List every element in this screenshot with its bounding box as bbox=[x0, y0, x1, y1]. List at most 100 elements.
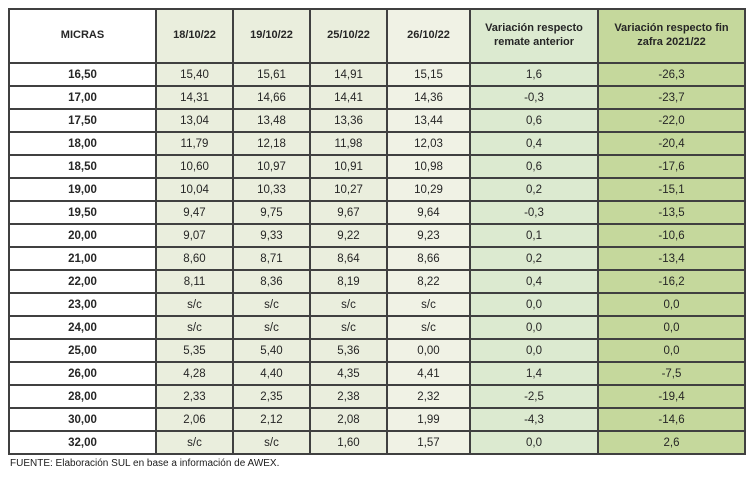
cell-d18: 15,40 bbox=[155, 62, 234, 87]
cell-var-remate: 0,0 bbox=[469, 430, 599, 455]
cell-var-remate: 0,2 bbox=[469, 246, 599, 271]
cell-var-remate: 0,1 bbox=[469, 223, 599, 248]
cell-d18: s/c bbox=[155, 292, 234, 317]
cell-d18: s/c bbox=[155, 315, 234, 340]
cell-var-zafra: 0,0 bbox=[597, 338, 746, 363]
cell-var-remate: 1,6 bbox=[469, 62, 599, 87]
cell-var-zafra: -16,2 bbox=[597, 269, 746, 294]
cell-micras: 16,50 bbox=[8, 62, 157, 87]
cell-var-remate: -0,3 bbox=[469, 85, 599, 110]
cell-d25: 2,08 bbox=[309, 407, 388, 432]
cell-micras: 21,00 bbox=[8, 246, 157, 271]
header-var-zafra: Variación respecto fin zafra 2021/22 bbox=[597, 8, 746, 64]
cell-micras: 19,00 bbox=[8, 177, 157, 202]
cell-d19: 8,71 bbox=[232, 246, 311, 271]
cell-var-remate: 0,0 bbox=[469, 292, 599, 317]
cell-micras: 17,50 bbox=[8, 108, 157, 133]
table-row: 21,00 8,60 8,71 8,64 8,66 0,2 -13,4 bbox=[8, 246, 746, 271]
cell-d26: 10,98 bbox=[386, 154, 471, 179]
cell-d18: s/c bbox=[155, 430, 234, 455]
cell-micras: 26,00 bbox=[8, 361, 157, 386]
cell-d26: 4,41 bbox=[386, 361, 471, 386]
cell-micras: 30,00 bbox=[8, 407, 157, 432]
cell-d18: 13,04 bbox=[155, 108, 234, 133]
cell-d19: 8,36 bbox=[232, 269, 311, 294]
cell-micras: 23,00 bbox=[8, 292, 157, 317]
cell-d26: 1,99 bbox=[386, 407, 471, 432]
cell-d19: 2,35 bbox=[232, 384, 311, 409]
cell-d26: 12,03 bbox=[386, 131, 471, 156]
cell-d18: 5,35 bbox=[155, 338, 234, 363]
cell-d26: 13,44 bbox=[386, 108, 471, 133]
cell-d25: 11,98 bbox=[309, 131, 388, 156]
cell-d19: 10,97 bbox=[232, 154, 311, 179]
cell-var-zafra: -13,5 bbox=[597, 200, 746, 225]
cell-var-zafra: -19,4 bbox=[597, 384, 746, 409]
cell-var-remate: 0,0 bbox=[469, 315, 599, 340]
cell-d19: 14,66 bbox=[232, 85, 311, 110]
cell-d26: 9,64 bbox=[386, 200, 471, 225]
cell-d18: 9,07 bbox=[155, 223, 234, 248]
cell-d19: 9,75 bbox=[232, 200, 311, 225]
cell-d19: s/c bbox=[232, 430, 311, 455]
cell-d26: 10,29 bbox=[386, 177, 471, 202]
cell-d25: 14,41 bbox=[309, 85, 388, 110]
cell-var-zafra: -23,7 bbox=[597, 85, 746, 110]
cell-micras: 28,00 bbox=[8, 384, 157, 409]
table-row: 28,00 2,33 2,35 2,38 2,32 -2,5 -19,4 bbox=[8, 384, 746, 409]
cell-d26: 14,36 bbox=[386, 85, 471, 110]
table-row: 17,50 13,04 13,48 13,36 13,44 0,6 -22,0 bbox=[8, 108, 746, 133]
cell-d26: 0,00 bbox=[386, 338, 471, 363]
cell-var-zafra: -13,4 bbox=[597, 246, 746, 271]
table-row: 19,00 10,04 10,33 10,27 10,29 0,2 -15,1 bbox=[8, 177, 746, 202]
source-note: FUENTE: Elaboración SUL en base a inform… bbox=[10, 458, 280, 469]
cell-var-zafra: 2,6 bbox=[597, 430, 746, 455]
cell-d19: 9,33 bbox=[232, 223, 311, 248]
cell-d19: 5,40 bbox=[232, 338, 311, 363]
cell-d25: 10,27 bbox=[309, 177, 388, 202]
cell-d19: 10,33 bbox=[232, 177, 311, 202]
table-row: 25,00 5,35 5,40 5,36 0,00 0,0 0,0 bbox=[8, 338, 746, 363]
cell-var-remate: 0,0 bbox=[469, 338, 599, 363]
table-row: 16,50 15,40 15,61 14,91 15,15 1,6 -26,3 bbox=[8, 62, 746, 87]
cell-d18: 2,33 bbox=[155, 384, 234, 409]
cell-d25: 9,67 bbox=[309, 200, 388, 225]
cell-var-remate: 0,2 bbox=[469, 177, 599, 202]
cell-var-remate: 0,6 bbox=[469, 108, 599, 133]
cell-d18: 4,28 bbox=[155, 361, 234, 386]
cell-d19: 15,61 bbox=[232, 62, 311, 87]
cell-d19: 13,48 bbox=[232, 108, 311, 133]
cell-d18: 14,31 bbox=[155, 85, 234, 110]
cell-d26: 1,57 bbox=[386, 430, 471, 455]
table-row: 23,00 s/c s/c s/c s/c 0,0 0,0 bbox=[8, 292, 746, 317]
cell-var-remate: 0,6 bbox=[469, 154, 599, 179]
cell-d25: s/c bbox=[309, 315, 388, 340]
cell-d25: 5,36 bbox=[309, 338, 388, 363]
cell-d25: 1,60 bbox=[309, 430, 388, 455]
cell-d26: s/c bbox=[386, 292, 471, 317]
cell-var-zafra: 0,0 bbox=[597, 292, 746, 317]
cell-var-zafra: -14,6 bbox=[597, 407, 746, 432]
header-row: MICRAS 18/10/22 19/10/22 25/10/22 26/10/… bbox=[8, 8, 746, 64]
cell-d18: 2,06 bbox=[155, 407, 234, 432]
cell-d26: s/c bbox=[386, 315, 471, 340]
cell-var-remate: 1,4 bbox=[469, 361, 599, 386]
cell-var-zafra: -7,5 bbox=[597, 361, 746, 386]
table-row: 18,00 11,79 12,18 11,98 12,03 0,4 -20,4 bbox=[8, 131, 746, 156]
cell-var-zafra: -17,6 bbox=[597, 154, 746, 179]
cell-d25: 4,35 bbox=[309, 361, 388, 386]
cell-d25: s/c bbox=[309, 292, 388, 317]
table-row: 32,00 s/c s/c 1,60 1,57 0,0 2,6 bbox=[8, 430, 746, 455]
cell-micras: 22,00 bbox=[8, 269, 157, 294]
cell-var-zafra: -20,4 bbox=[597, 131, 746, 156]
cell-d18: 8,11 bbox=[155, 269, 234, 294]
cell-var-remate: -4,3 bbox=[469, 407, 599, 432]
cell-micras: 18,00 bbox=[8, 131, 157, 156]
table-row: 22,00 8,11 8,36 8,19 8,22 0,4 -16,2 bbox=[8, 269, 746, 294]
cell-var-zafra: -26,3 bbox=[597, 62, 746, 87]
cell-d25: 14,91 bbox=[309, 62, 388, 87]
cell-var-remate: 0,4 bbox=[469, 131, 599, 156]
header-var-remate: Variación respecto remate anterior bbox=[469, 8, 599, 64]
cell-d19: 2,12 bbox=[232, 407, 311, 432]
cell-d26: 15,15 bbox=[386, 62, 471, 87]
